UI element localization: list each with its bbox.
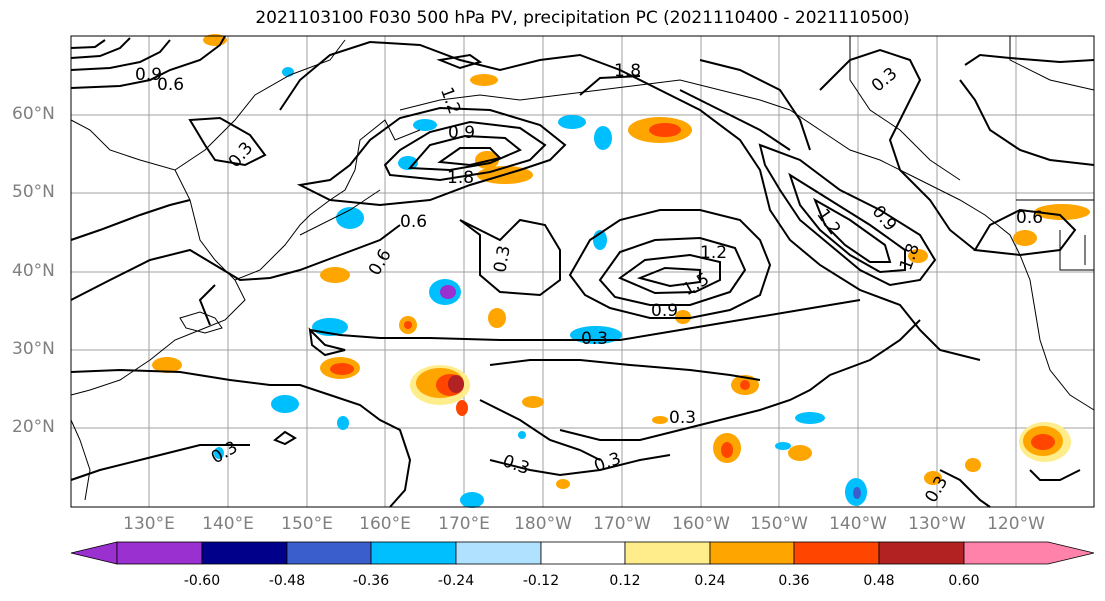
colorbar-extend-low xyxy=(70,541,118,565)
colorbar-tick-label: -0.12 xyxy=(522,573,560,589)
lon-label: 130°W xyxy=(908,514,966,534)
colorbar-extend-high xyxy=(963,541,1095,565)
lon-label: 170°E xyxy=(438,514,490,534)
lon-label: 180°W xyxy=(514,514,572,534)
lon-label: 170°W xyxy=(593,514,651,534)
colorbar-segment xyxy=(370,541,457,565)
precip-shading xyxy=(152,34,1090,508)
colorbar-tick-label: -0.60 xyxy=(183,573,221,589)
lon-label: 150°W xyxy=(750,514,808,534)
lat-label: 30°N xyxy=(12,339,55,359)
colorbar xyxy=(70,541,1095,565)
lon-label: 160°E xyxy=(359,514,411,534)
lon-label: 140°E xyxy=(202,514,254,534)
gridlines xyxy=(71,36,1094,507)
contour-label: 1.8 xyxy=(447,168,474,188)
lat-label: 20°N xyxy=(12,417,55,437)
colorbar-segment xyxy=(455,541,542,565)
pv-contours xyxy=(70,35,1095,508)
colorbar-tick-label: 0.36 xyxy=(778,573,810,589)
colorbar-tick-label: -0.36 xyxy=(352,573,390,589)
lat-label: 60°N xyxy=(12,104,55,124)
contour-label: 0.6 xyxy=(157,75,184,95)
map-frame xyxy=(70,35,1095,508)
contour-label: 0.3 xyxy=(581,329,608,349)
colorbar-segment xyxy=(286,541,372,565)
contour-label: 0.3 xyxy=(669,408,696,428)
colorbar-segment xyxy=(116,541,203,565)
coastlines xyxy=(70,36,1095,501)
map-title: 2021103100 F030 500 hPa PV, precipitatio… xyxy=(255,8,910,28)
colorbar-tick-label: 0.60 xyxy=(948,573,980,589)
contour-label: 0.9 xyxy=(448,123,475,143)
colorbar-segment xyxy=(793,541,880,565)
colorbar-segment xyxy=(878,541,965,565)
colorbar-tick-label: 0.24 xyxy=(694,573,726,589)
colorbar-segment xyxy=(540,541,626,565)
colorbar-tick-label: -0.24 xyxy=(437,573,475,589)
lat-label: 40°N xyxy=(12,261,55,281)
lon-label: 160°W xyxy=(672,514,730,534)
colorbar-tick-label: 0.48 xyxy=(863,573,895,589)
contour-label: 0.9 xyxy=(651,301,678,321)
contour-label: 0.3 xyxy=(490,244,514,274)
colorbar-segment xyxy=(709,541,795,565)
contour-label: 0.9 xyxy=(135,65,162,85)
lon-label: 140°W xyxy=(829,514,887,534)
colorbar-segment xyxy=(201,541,288,565)
colorbar-tick-label: -0.48 xyxy=(268,573,306,589)
lat-label: 50°N xyxy=(12,182,55,202)
contour-label: 0.6 xyxy=(400,212,427,232)
contour-label: 0.6 xyxy=(1016,208,1043,228)
contour-label: 1.8 xyxy=(614,61,641,81)
contour-label: 1.2 xyxy=(700,243,727,263)
colorbar-segment xyxy=(624,541,711,565)
lon-label: 130°E xyxy=(123,514,175,534)
lon-label: 150°E xyxy=(281,514,333,534)
colorbar-tick-label: 0.12 xyxy=(609,573,641,589)
lon-label: 120°W xyxy=(987,514,1045,534)
